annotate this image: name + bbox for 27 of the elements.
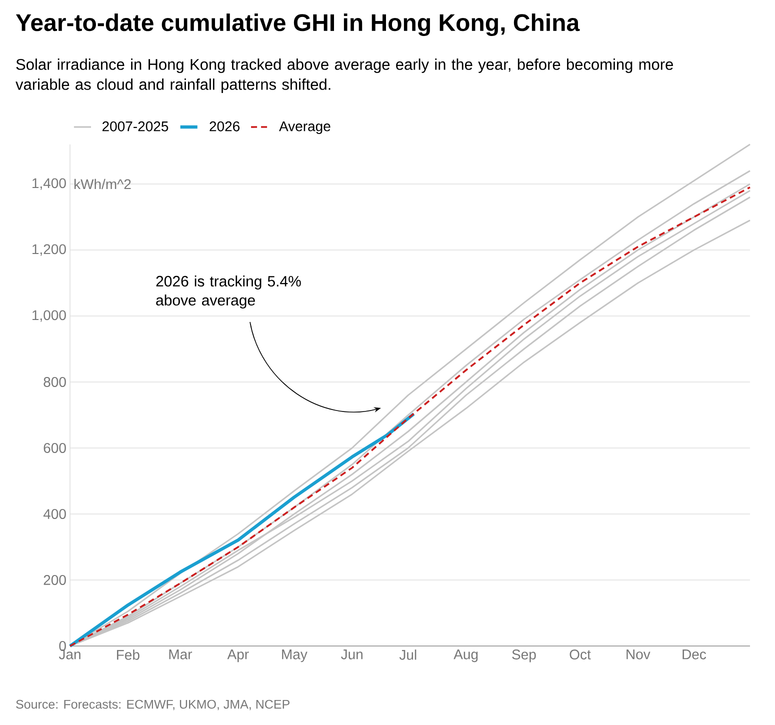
y-tick-label: 800 bbox=[44, 377, 66, 387]
legend-label: 2007-2025 bbox=[102, 121, 168, 132]
x-tick-label: Mar bbox=[169, 650, 192, 660]
y-tick-label: 1,200 bbox=[32, 244, 66, 256]
y-tick-label: 200 bbox=[44, 575, 66, 585]
x-tick-label: Jul bbox=[399, 650, 416, 660]
x-tick-label: Nov bbox=[626, 650, 650, 660]
x-tick-label: Aug bbox=[454, 650, 478, 662]
x-tick-label: Feb bbox=[117, 650, 140, 660]
legend-label: Average bbox=[279, 121, 330, 134]
source-note: Source: Forecasts: ECMWF, UKMO, JMA, NCEP bbox=[16, 700, 290, 710]
x-tick-label: Sep bbox=[512, 650, 536, 662]
x-tick-label: Oct bbox=[570, 650, 591, 660]
chart-subtitle: Solar irradiance in Hong Kong tracked above average early in the year, before becoming more variable as cloud and rainfall patterns shifted. bbox=[16, 58, 673, 93]
chart-title: Year-to-date cumulative GHI in Hong Kong, China bbox=[16, 14, 580, 36]
y-axis-title: kWh/m^2 bbox=[74, 178, 131, 190]
x-tick-label: Jan bbox=[58, 650, 80, 660]
x-tick-label: Dec bbox=[682, 650, 706, 660]
x-tick-label: Jun bbox=[341, 650, 362, 660]
y-tick-label: 1,400 bbox=[32, 178, 66, 190]
x-tick-label: Apr bbox=[227, 650, 249, 662]
y-tick-label: 1,000 bbox=[32, 310, 66, 322]
annotation: 2026 is tracking 5.4% above average bbox=[156, 276, 301, 309]
y-tick-label: 600 bbox=[44, 443, 66, 453]
y-tick-label: 400 bbox=[43, 509, 66, 519]
legend-label: 2026 bbox=[210, 121, 240, 132]
x-tick-label: May bbox=[282, 650, 308, 662]
